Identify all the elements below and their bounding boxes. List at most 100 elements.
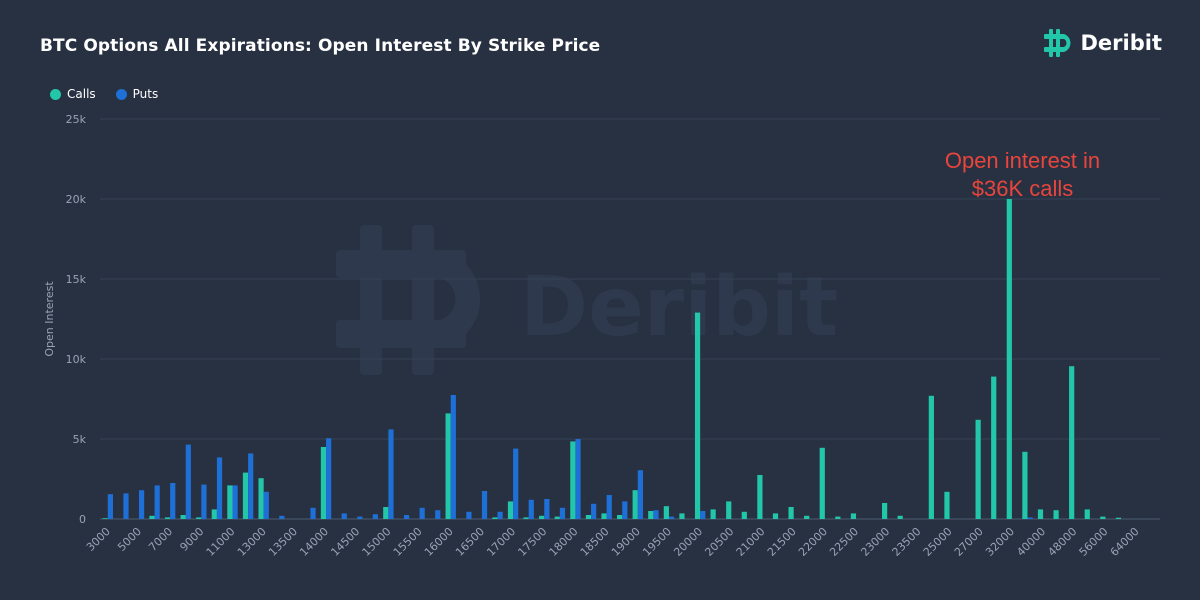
- bar-calls[interactable]: [835, 516, 841, 519]
- bar-puts[interactable]: [372, 514, 378, 519]
- annotation-line-2: $36K calls: [971, 176, 1074, 201]
- bar-calls[interactable]: [741, 511, 747, 519]
- bar-calls[interactable]: [180, 515, 186, 519]
- bar-calls[interactable]: [991, 376, 997, 519]
- bar-puts[interactable]: [622, 501, 628, 519]
- bar-puts[interactable]: [185, 444, 191, 519]
- bar-puts[interactable]: [326, 438, 332, 519]
- bar-calls[interactable]: [975, 419, 981, 519]
- bar-calls[interactable]: [1100, 516, 1106, 519]
- bar-puts[interactable]: [559, 507, 566, 519]
- bar-puts[interactable]: [107, 494, 113, 519]
- bar-calls[interactable]: [1053, 510, 1059, 519]
- bar-calls[interactable]: [788, 507, 794, 519]
- bar-puts[interactable]: [232, 485, 238, 519]
- bar-puts[interactable]: [700, 511, 706, 519]
- bar-calls[interactable]: [928, 395, 934, 519]
- bar-calls[interactable]: [1037, 509, 1044, 519]
- bar-puts[interactable]: [357, 516, 363, 519]
- bar-calls[interactable]: [523, 517, 529, 519]
- bar-calls[interactable]: [445, 413, 451, 519]
- bar-calls[interactable]: [164, 517, 171, 519]
- bar-puts[interactable]: [419, 507, 425, 519]
- bar-calls[interactable]: [850, 513, 857, 519]
- bar-calls[interactable]: [1069, 366, 1075, 519]
- bar-puts[interactable]: [668, 516, 675, 519]
- brand-logo[interactable]: Deribit: [1043, 28, 1162, 58]
- bar-calls[interactable]: [726, 501, 732, 519]
- bar-calls[interactable]: [258, 478, 264, 519]
- bar-calls[interactable]: [772, 513, 779, 519]
- x-tick-label: 5000: [115, 525, 144, 554]
- bar-calls[interactable]: [1115, 517, 1122, 519]
- bar-calls[interactable]: [1022, 451, 1028, 519]
- bar-puts[interactable]: [279, 515, 285, 519]
- bar-puts[interactable]: [138, 490, 145, 519]
- bar-puts[interactable]: [575, 439, 581, 519]
- bar-calls[interactable]: [694, 312, 701, 519]
- bar-calls[interactable]: [383, 507, 389, 519]
- bar-calls[interactable]: [554, 516, 560, 519]
- bar-puts[interactable]: [123, 493, 129, 519]
- bar-puts[interactable]: [544, 499, 550, 519]
- legend-item-calls[interactable]: Calls: [50, 87, 96, 101]
- x-tick-label: 18500: [578, 525, 612, 559]
- bar-puts[interactable]: [310, 507, 316, 519]
- bar-calls[interactable]: [539, 515, 545, 519]
- bar-calls[interactable]: [570, 441, 576, 519]
- x-tick-label: 22500: [827, 525, 861, 559]
- bar-calls[interactable]: [227, 485, 233, 519]
- x-tick-label: 56000: [1077, 525, 1111, 559]
- bar-calls[interactable]: [663, 506, 669, 519]
- bar-calls[interactable]: [320, 447, 327, 519]
- x-tick-label: 64000: [1108, 525, 1142, 559]
- bar-calls[interactable]: [617, 515, 623, 519]
- bar-puts[interactable]: [466, 511, 472, 519]
- bar-puts[interactable]: [591, 503, 597, 519]
- bar-calls[interactable]: [149, 515, 155, 519]
- bar-puts[interactable]: [481, 491, 488, 519]
- x-tick-label: 32000: [983, 525, 1017, 559]
- legend-item-puts[interactable]: Puts: [115, 87, 158, 101]
- bar-puts[interactable]: [450, 395, 456, 519]
- bar-calls[interactable]: [804, 515, 810, 519]
- bar-calls[interactable]: [819, 447, 825, 519]
- bar-calls[interactable]: [679, 513, 685, 519]
- bar-calls[interactable]: [632, 490, 638, 519]
- bar-puts[interactable]: [653, 510, 659, 519]
- bar-calls[interactable]: [1006, 199, 1012, 519]
- bar-puts[interactable]: [403, 515, 410, 519]
- bar-puts[interactable]: [216, 457, 223, 519]
- bar-puts[interactable]: [248, 453, 254, 519]
- bar-puts[interactable]: [341, 513, 347, 519]
- bar-calls[interactable]: [882, 503, 888, 519]
- bar-puts[interactable]: [637, 470, 643, 519]
- bar-calls[interactable]: [492, 517, 498, 519]
- bar-calls[interactable]: [585, 515, 592, 519]
- bar-puts[interactable]: [606, 495, 612, 519]
- bar-calls[interactable]: [507, 501, 514, 519]
- bar-calls[interactable]: [211, 509, 217, 519]
- bar-puts[interactable]: [154, 485, 160, 519]
- bar-calls[interactable]: [897, 515, 903, 519]
- bar-puts[interactable]: [513, 448, 519, 519]
- bar-puts[interactable]: [263, 491, 269, 519]
- bar-puts[interactable]: [497, 511, 503, 519]
- bar-calls[interactable]: [757, 475, 763, 519]
- bar-puts[interactable]: [1027, 517, 1033, 519]
- bar-calls[interactable]: [102, 518, 108, 519]
- x-tick-label: 17500: [515, 525, 549, 559]
- bar-puts[interactable]: [528, 499, 534, 519]
- bar-puts[interactable]: [388, 429, 394, 519]
- bar-calls[interactable]: [944, 491, 950, 519]
- bar-puts[interactable]: [435, 510, 441, 519]
- bar-calls[interactable]: [196, 517, 202, 519]
- bar-calls[interactable]: [601, 513, 607, 519]
- bar-calls[interactable]: [648, 511, 654, 519]
- bar-calls[interactable]: [242, 472, 249, 519]
- y-tick-label: 10k: [66, 353, 87, 366]
- bar-calls[interactable]: [710, 509, 716, 519]
- bar-calls[interactable]: [1084, 509, 1090, 519]
- bar-puts[interactable]: [201, 484, 207, 519]
- bar-puts[interactable]: [170, 483, 176, 519]
